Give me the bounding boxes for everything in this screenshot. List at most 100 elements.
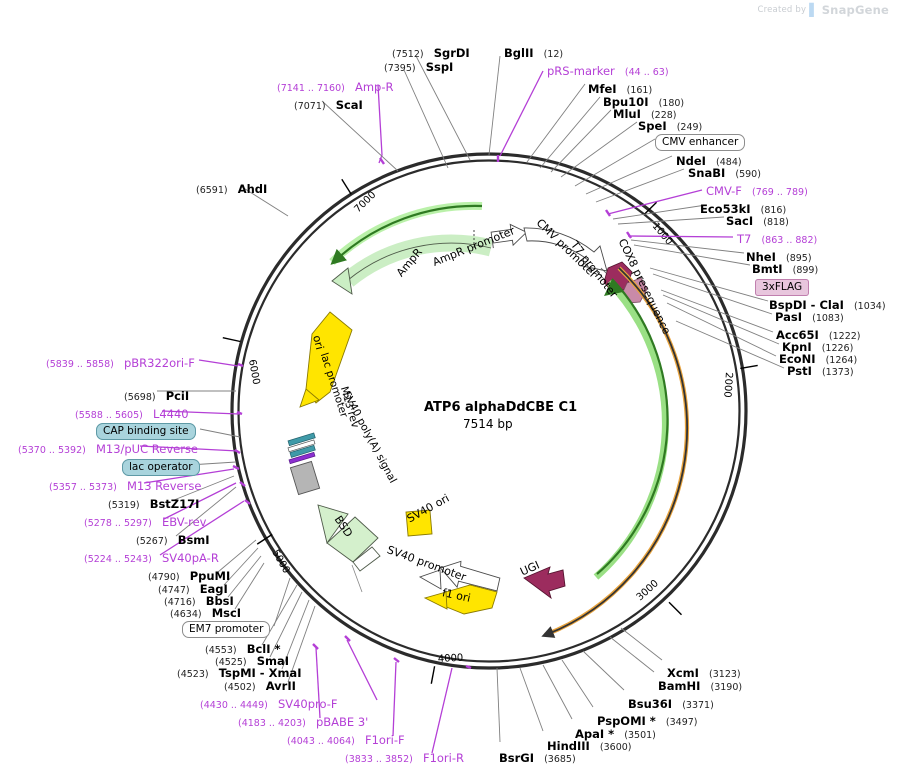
primer-leaders-left	[139, 359, 453, 754]
label-kpnI-name: KpnI	[782, 340, 812, 354]
label-bpu10I[interactable]: Bpu10I (180)	[603, 93, 684, 109]
label-mscI[interactable]: (4634) MscI	[170, 604, 241, 620]
label-bsu36I[interactable]: Bsu36I (3371)	[628, 695, 714, 711]
label-acc65I[interactable]: Acc65I (1222)	[776, 326, 861, 342]
label-cap-binding-site-name: CAP binding site	[96, 423, 196, 440]
label-snaBI[interactable]: SnaBI (590)	[688, 164, 761, 180]
label-smaI-name: SmaI	[256, 654, 289, 668]
label-sgrDI[interactable]: (7512) SgrDI	[392, 44, 470, 60]
label-t7-primer[interactable]: T7 (863 .. 882)	[737, 230, 817, 246]
label-pstI-position: (1373)	[821, 367, 854, 378]
label-bamHI-name: BamHI	[658, 679, 701, 693]
label-mfeI[interactable]: MfeI (161)	[588, 80, 652, 96]
label-bspDI-claI[interactable]: BspDI - ClaI (1034)	[769, 296, 886, 312]
label-sspI-name: SspI	[425, 60, 454, 74]
label-ahdI-position: (6591)	[196, 185, 228, 196]
label-t7-primer-position: (863 .. 882)	[761, 235, 818, 246]
label-m13-reverse[interactable]: (5357 .. 5373) M13 Reverse	[49, 477, 201, 493]
label-pbr322ori-f-name: pBR322ori-F	[123, 356, 195, 370]
label-mluI[interactable]: MluI (228)	[613, 105, 677, 121]
label-speI-name: SpeI	[638, 119, 667, 133]
label-amp-r[interactable]: (7141 .. 7160) Amp-R	[277, 78, 393, 94]
label-bsmI[interactable]: (5267) BsmI	[136, 531, 210, 547]
label-m13-reverse-position: (5357 .. 5373)	[49, 482, 117, 493]
label-bstZ17I-name: BstZ17I	[149, 497, 200, 511]
label-em7-promoter-name: EM7 promoter	[182, 621, 271, 638]
label-tspMI-xmaI-name: TspMI - XmaI	[218, 666, 302, 680]
label-apaI[interactable]: ApaI * (3501)	[575, 725, 656, 741]
feature-bsd	[317, 504, 381, 593]
label-ebv-rev[interactable]: (5278 .. 5297) EBV-rev	[84, 513, 206, 529]
label-bsrGI[interactable]: BsrGI (3685)	[499, 749, 576, 765]
label-bsrGI-name: BsrGI	[499, 751, 534, 765]
label-ndeI[interactable]: NdeI (484)	[676, 152, 742, 168]
label-tspMI-xmaI[interactable]: (4523) TspMI - XmaI	[177, 664, 301, 680]
label-bglII-position: (12)	[543, 49, 564, 60]
label-pbabe-3prime[interactable]: (4183 .. 4203) pBABE 3'	[238, 713, 368, 729]
label-snaBI-name: SnaBI	[688, 166, 726, 180]
label-bmtI[interactable]: BmtI (899)	[752, 260, 818, 276]
inner-annotation-arcs	[541, 266, 690, 638]
label-em7-promoter[interactable]: EM7 promoter	[182, 619, 271, 638]
label-speI[interactable]: SpeI (249)	[638, 117, 702, 133]
feature-sv40-promoter	[418, 560, 501, 592]
label-cmv-enhancer[interactable]: CMV enhancer	[655, 132, 746, 151]
label-cap-binding-site[interactable]: CAP binding site	[96, 421, 196, 440]
label-bbsI[interactable]: (4716) BbsI	[164, 592, 234, 608]
label-scaI-name: ScaI	[335, 98, 363, 112]
label-scaI[interactable]: (7071) ScaI	[294, 96, 363, 112]
leader-lines-left	[157, 100, 399, 683]
label-sv40pro-f[interactable]: (4430 .. 4449) SV40pro-F	[200, 695, 338, 711]
label-prs-marker[interactable]: pRS-marker (44 .. 63)	[547, 62, 669, 78]
label-bpu10I-name: Bpu10I	[603, 95, 649, 109]
label-ecoNI[interactable]: EcoNI (1264)	[779, 350, 857, 366]
primer-ticks-on-backbone	[232, 155, 632, 670]
label-bsmI-position: (5267)	[136, 536, 168, 547]
label-m13-reverse-name: M13 Reverse	[126, 479, 202, 493]
label-ppuMI[interactable]: (4790) PpuMI	[148, 567, 230, 583]
label-bamHI[interactable]: BamHI (3190)	[658, 677, 742, 693]
label-kpnI[interactable]: KpnI (1226)	[782, 338, 853, 354]
label-pciI[interactable]: (5698) PciI	[124, 387, 189, 403]
label-scaI-position: (7071)	[294, 101, 326, 112]
label-pasI-position: (1083)	[812, 313, 844, 324]
snapgene-watermark: Created by ▌ SnapGene	[757, 3, 889, 17]
label-avrII[interactable]: (4502) AvrII	[224, 677, 296, 693]
label-f1ori-f[interactable]: (4043 .. 4064) F1ori-F	[287, 731, 405, 747]
label-lac-operator[interactable]: lac operator	[122, 457, 200, 476]
label-bbsI-name: BbsI	[205, 594, 234, 608]
label-3xflag[interactable]: 3xFLAG	[755, 277, 810, 296]
label-ebv-rev-name: EBV-rev	[161, 515, 207, 529]
label-smaI[interactable]: (4525) SmaI	[215, 652, 289, 668]
label-xcmI[interactable]: XcmI (3123)	[667, 664, 741, 680]
label-sv40pa-r[interactable]: (5224 .. 5243) SV40pA-R	[84, 549, 219, 565]
label-sspI-position: (7395)	[384, 63, 416, 74]
label-sgrDI-name: SgrDI	[433, 46, 470, 60]
label-pstI[interactable]: PstI (1373)	[787, 362, 854, 378]
label-eco53kI[interactable]: Eco53kI (816)	[700, 200, 786, 216]
label-ahdI[interactable]: (6591) AhdI	[196, 180, 267, 196]
label-pbr322ori-f[interactable]: (5839 .. 5858) pBR322ori-F	[46, 354, 195, 370]
label-bspDI-claI-position: (1034)	[853, 301, 886, 312]
label-bspDI-claI-name: BspDI - ClaI	[769, 298, 844, 312]
label-m13-puc-reverse[interactable]: (5370 .. 5392) M13/pUC Reverse	[18, 440, 198, 456]
label-pasI[interactable]: PasI (1083)	[775, 308, 844, 324]
label-bglII[interactable]: BglII (12)	[504, 44, 563, 60]
label-bstZ17I[interactable]: (5319) BstZ17I	[108, 495, 199, 511]
label-l4440[interactable]: (5588 .. 5605) L4440	[75, 405, 189, 421]
label-nheI-position: (895)	[785, 253, 812, 264]
label-eagI[interactable]: (4747) EagI	[158, 580, 228, 596]
label-f1ori-r[interactable]: (3833 .. 3852) F1ori-R	[345, 749, 464, 765]
label-sspI[interactable]: (7395) SspI	[384, 58, 453, 74]
label-acc65I-position: (1222)	[828, 331, 861, 342]
label-l4440-position: (5588 .. 5605)	[75, 410, 143, 421]
label-sacI[interactable]: SacI (818)	[726, 212, 789, 228]
label-pspOMI[interactable]: PspOMI * (3497)	[597, 712, 698, 728]
label-mscI-name: MscI	[211, 606, 242, 620]
label-bclI[interactable]: (4553) BclI *	[205, 640, 281, 656]
label-cmv-f[interactable]: CMV-F (769 .. 789)	[706, 182, 808, 198]
label-mfeI-position: (161)	[626, 85, 653, 96]
ruler-ticks	[222, 178, 758, 684]
label-hindIII[interactable]: HindIII (3600)	[547, 737, 632, 753]
label-nheI[interactable]: NheI (895)	[746, 248, 812, 264]
